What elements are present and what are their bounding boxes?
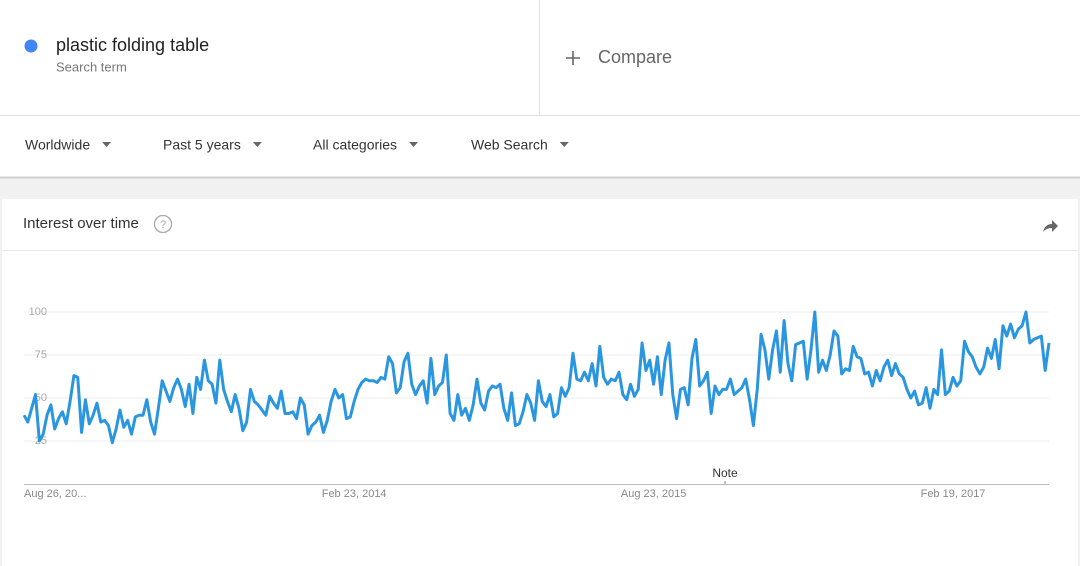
- x-tick-label: Feb 19, 2017: [921, 488, 986, 500]
- x-tick-label: Aug 23, 2015: [621, 488, 686, 500]
- y-tick-label: 100: [29, 306, 47, 318]
- annotation[interactable]: Note: [712, 466, 738, 480]
- dropdown-arrow: [102, 142, 112, 147]
- y-tick-label: 75: [35, 349, 47, 361]
- dropdown-arrow: [559, 142, 569, 147]
- filter-bar: [0, 116, 1080, 177]
- filter-dropdown[interactable]: Web Search: [471, 137, 548, 153]
- help-icon[interactable]: [153, 214, 173, 234]
- filter-dropdown[interactable]: All categories: [313, 137, 397, 153]
- dropdown-arrow: [409, 142, 419, 147]
- filter-dropdown[interactable]: Worldwide: [25, 137, 90, 153]
- x-tick-label: Aug 26, 20...: [24, 488, 86, 500]
- term-dot: [24, 39, 38, 53]
- trend-line: [22, 310, 1051, 445]
- share-icon[interactable]: [1043, 220, 1058, 232]
- x-tick-label: Feb 23, 2014: [322, 488, 387, 500]
- chart-title: Interest over time: [23, 215, 139, 232]
- compare-button[interactable]: Compare: [598, 47, 672, 67]
- filters: Worldwide Past 5 years All categories Web S…: [25, 137, 569, 153]
- search-subtitle: Search term: [56, 59, 127, 74]
- y-tick-label: 50: [35, 392, 47, 404]
- help-icon-glyph: ?: [160, 219, 166, 231]
- filter-dropdown[interactable]: Past 5 years: [163, 137, 241, 153]
- dropdown-arrow: [252, 142, 262, 147]
- search-term[interactable]: plastic folding table: [56, 35, 209, 55]
- plus-icon[interactable]: [566, 51, 580, 65]
